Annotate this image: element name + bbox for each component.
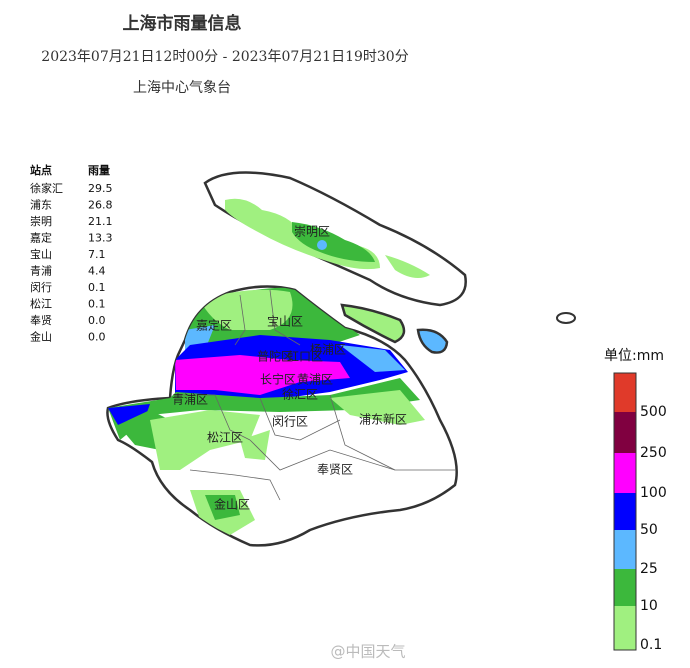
table-cell: 29.5 [88, 182, 113, 195]
legend: 单位:mm 500 250 100 50 25 10 0.1 [604, 348, 667, 653]
legend-label: 25 [640, 561, 658, 577]
legend-unit: 单位:mm [604, 348, 664, 364]
district-label: 杨浦区 [310, 342, 346, 357]
legend-swatch [614, 412, 636, 453]
table-cell: 浦东 [30, 199, 52, 212]
table-cell: 7.1 [88, 248, 106, 261]
legend-frame [613, 372, 637, 651]
table-cell: 徐家汇 [30, 181, 63, 195]
legend-label: 50 [640, 522, 658, 538]
table-cell: 0.0 [88, 314, 106, 327]
table-cell: 青浦 [30, 265, 52, 278]
table-cell: 0.1 [88, 298, 106, 311]
district-label: 崇明区 [294, 225, 330, 239]
legend-swatch [614, 373, 636, 412]
district-label: 宝山区 [267, 315, 303, 329]
table-cell: 松江 [30, 297, 52, 311]
district-label: 浦东新区 [359, 412, 407, 427]
district-label: 徐汇区 [282, 387, 318, 402]
table-cell: 13.3 [88, 232, 113, 245]
title: 上海市雨量信息 [123, 13, 242, 34]
map-shapes [106, 171, 576, 547]
legend-swatch [614, 569, 636, 606]
legend-label: 500 [640, 404, 667, 420]
table-header: 雨量 [88, 164, 110, 177]
district-label: 奉贤区 [317, 463, 353, 477]
legend-swatch [614, 493, 636, 530]
district-label: 长宁区 [260, 372, 296, 387]
district-label: 普陀区 [257, 349, 293, 364]
table-cell: 闵行 [30, 280, 52, 294]
legend-label: 100 [640, 485, 667, 501]
district-label: 青浦区 [172, 393, 208, 407]
time-range: 2023年07月21日12时00分 - 2023年07月21日19时30分 [41, 49, 408, 65]
district-label: 闵行区 [272, 414, 308, 429]
table-cell: 26.8 [88, 199, 113, 212]
district-label: 虹口区 [287, 350, 323, 364]
legend-label: 10 [640, 598, 658, 614]
table-cell: 4.4 [88, 265, 106, 278]
issuer: 上海中心气象台 [133, 80, 231, 96]
district-label: 嘉定区 [196, 318, 232, 333]
legend-swatch [614, 453, 636, 493]
district-label: 黄浦区 [297, 373, 333, 387]
district-label: 松江区 [207, 431, 243, 445]
table-cell: 奉贤 [30, 313, 52, 327]
table-cell: 宝山 [30, 247, 52, 261]
table-cell: 0.0 [88, 331, 106, 344]
table-cell: 崇明 [30, 215, 52, 228]
district-label: 金山区 [214, 497, 250, 512]
legend-swatch [614, 530, 636, 569]
table-cell: 21.1 [88, 215, 113, 228]
table-cell: 嘉定 [30, 231, 52, 245]
table-cell: 金山 [30, 330, 52, 344]
legend-label: 250 [640, 445, 667, 461]
legend-label: 0.1 [640, 637, 662, 653]
legend-swatch [614, 606, 636, 650]
watermark: @中国天气 [330, 643, 405, 661]
table-header: 站点 [30, 163, 52, 177]
table-cell: 0.1 [88, 281, 106, 294]
